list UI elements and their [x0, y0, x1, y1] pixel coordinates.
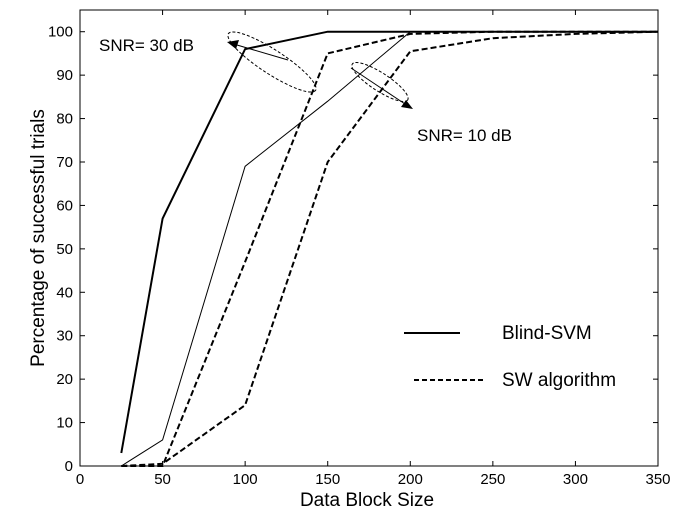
- x-tick-label: 100: [233, 471, 258, 488]
- annotation-snr-30-ellipse: [227, 31, 317, 93]
- y-tick-label: 30: [56, 328, 73, 345]
- x-tick-label: 0: [76, 471, 84, 488]
- ticks-layer: 0 50 100 150 200 250 300 350 0 10 20 30 40 50 60 70 80 90…: [48, 10, 671, 488]
- series-line-sw-snr10: [121, 30, 659, 467]
- legend-blind-svm-label: Blind-SVM: [502, 323, 592, 344]
- plot-area: [79, 9, 659, 467]
- legend: Blind-SVM SW algorithm: [404, 323, 616, 391]
- x-tick-label: 300: [563, 471, 588, 488]
- x-tick-label: 350: [645, 471, 670, 488]
- x-tick-label: 150: [315, 471, 340, 488]
- y-tick-label: 100: [48, 24, 73, 41]
- y-tick-label: 0: [65, 458, 73, 475]
- series-layer: [120, 30, 659, 467]
- y-tick-label: 90: [56, 67, 73, 84]
- y-tick-label: 80: [56, 111, 73, 128]
- x-tick-label: 250: [480, 471, 505, 488]
- annotation-snr-30-arrow-head: [227, 40, 239, 49]
- annotation-snr-10-arrow-head: [401, 100, 413, 109]
- annotation-snr-10-label: SNR= 10 dB: [417, 126, 512, 145]
- annotation-snr-30-label: SNR= 30 dB: [99, 36, 194, 55]
- y-tick-label: 60: [56, 197, 73, 214]
- annotation-snr-10: SNR= 10 dB: [350, 62, 512, 145]
- legend-sw-label: SW algorithm: [502, 370, 616, 391]
- y-tick-label: 70: [56, 154, 73, 171]
- annotation-snr-10-arrow-line: [350, 67, 406, 105]
- x-tick-label: 200: [398, 471, 423, 488]
- x-axis-title: Data Block Size: [300, 490, 434, 511]
- series-line-sw-snr30: [121, 30, 658, 467]
- annotation-snr-30-arrow-line: [236, 44, 289, 61]
- annotation-snr-30: SNR= 30 dB: [99, 31, 317, 93]
- annotation-snr-10-ellipse: [351, 62, 409, 102]
- y-tick-label: 40: [56, 284, 73, 301]
- y-tick-label: 50: [56, 241, 73, 258]
- y-tick-label: 10: [56, 415, 73, 432]
- x-tick-label: 50: [154, 471, 171, 488]
- y-tick-label: 20: [56, 371, 73, 388]
- y-axis-title: Percentage of successful trials: [28, 109, 49, 367]
